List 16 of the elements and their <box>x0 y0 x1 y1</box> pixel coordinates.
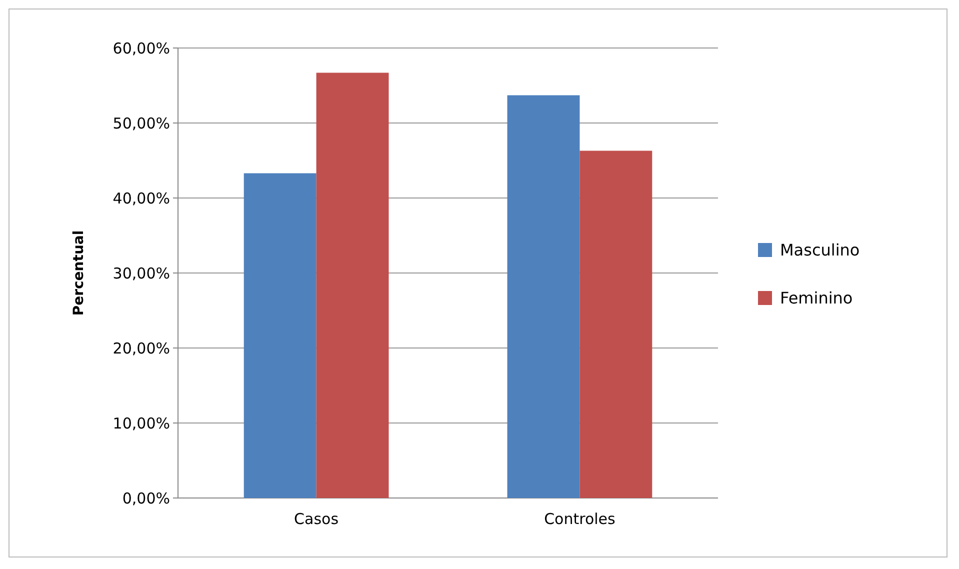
y-tick-label: 0,00% <box>122 489 170 508</box>
y-tick-label: 40,00% <box>112 189 170 208</box>
y-tick-label: 20,00% <box>112 339 170 358</box>
y-tick-label: 60,00% <box>112 39 170 58</box>
x-tick-label: Casos <box>294 510 339 528</box>
bar <box>244 173 316 498</box>
bar <box>316 72 389 498</box>
x-tick-label: Controles <box>544 510 616 528</box>
bar <box>507 95 580 498</box>
y-tick-label: 30,00% <box>112 264 170 282</box>
y-axis-title: Percentual <box>71 230 87 316</box>
y-tick-label: 10,00% <box>112 414 170 432</box>
legend-label: Masculino <box>780 240 860 260</box>
y-tick-label: 50,00% <box>112 114 170 132</box>
legend-label: Feminino <box>780 288 853 308</box>
bar <box>580 150 652 498</box>
